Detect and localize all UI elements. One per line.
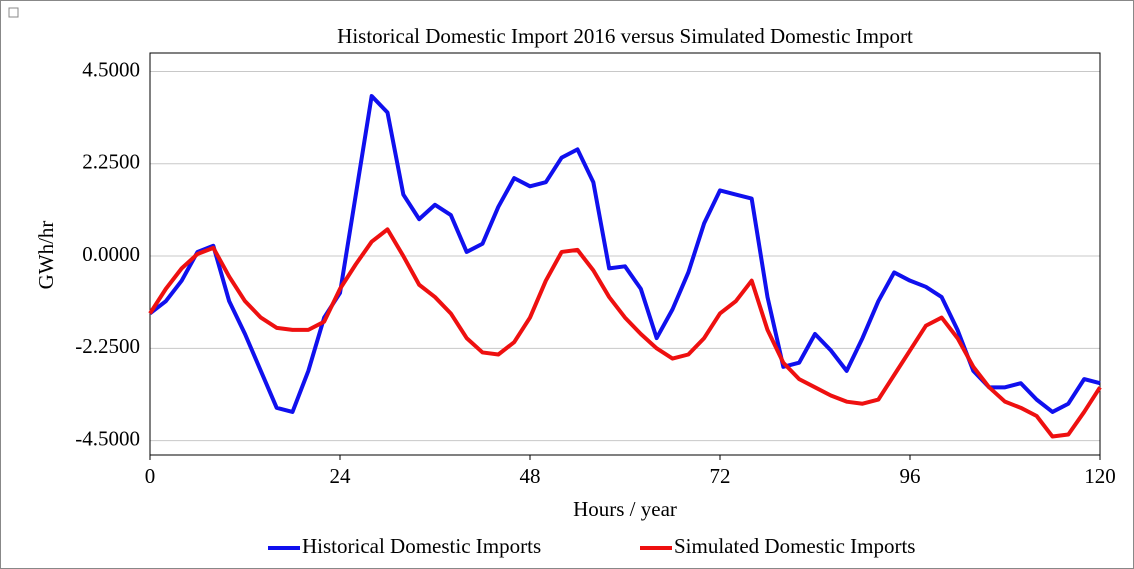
x-axis-label: Hours / year xyxy=(573,497,677,521)
chart-title: Historical Domestic Import 2016 versus S… xyxy=(337,24,913,48)
line-series xyxy=(148,94,1101,414)
x-tick-label: 48 xyxy=(520,464,541,488)
line-series xyxy=(148,227,1102,439)
y-tick-label: 2.2500 xyxy=(82,150,140,174)
y-axis-label: GWh/hr xyxy=(34,221,58,290)
x-tick-label: 72 xyxy=(710,464,731,488)
y-tick-label: 4.5000 xyxy=(82,57,140,81)
legend-label: Historical Domestic Imports xyxy=(302,534,541,558)
y-tick-label: -2.2500 xyxy=(75,334,140,358)
x-tick-label: 120 xyxy=(1084,464,1116,488)
x-tick-label: 24 xyxy=(330,464,352,488)
x-tick-label: 96 xyxy=(900,464,921,488)
y-tick-label: -4.5000 xyxy=(75,426,140,450)
x-tick-label: 0 xyxy=(145,464,156,488)
plot-area xyxy=(149,52,1101,456)
legend-label: Simulated Domestic Imports xyxy=(674,534,915,558)
y-tick-label: 0.0000 xyxy=(82,242,140,266)
window-icon[interactable] xyxy=(8,7,19,18)
